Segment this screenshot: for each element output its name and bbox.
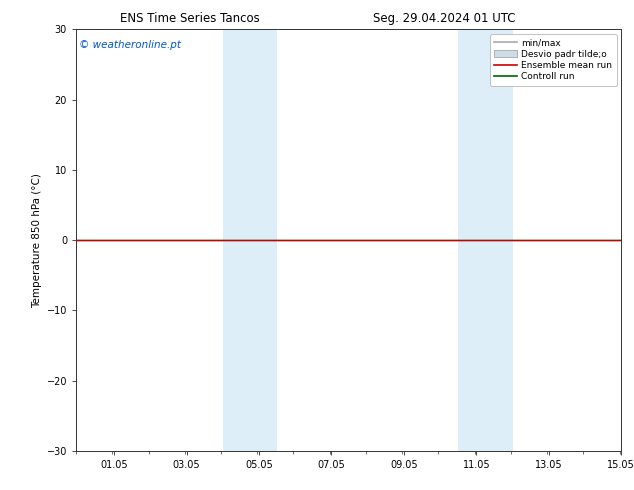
Text: Seg. 29.04.2024 01 UTC: Seg. 29.04.2024 01 UTC [373, 12, 515, 25]
Y-axis label: Temperature 850 hPa (°C): Temperature 850 hPa (°C) [32, 172, 42, 308]
Text: ENS Time Series Tancos: ENS Time Series Tancos [120, 12, 260, 25]
Bar [458, 29, 513, 451]
Legend: min/max, Desvio padr tilde;o, Ensemble mean run, Controll run: min/max, Desvio padr tilde;o, Ensemble m… [489, 34, 617, 86]
Text: © weatheronline.pt: © weatheronline.pt [79, 40, 181, 50]
Bar [223, 29, 277, 451]
